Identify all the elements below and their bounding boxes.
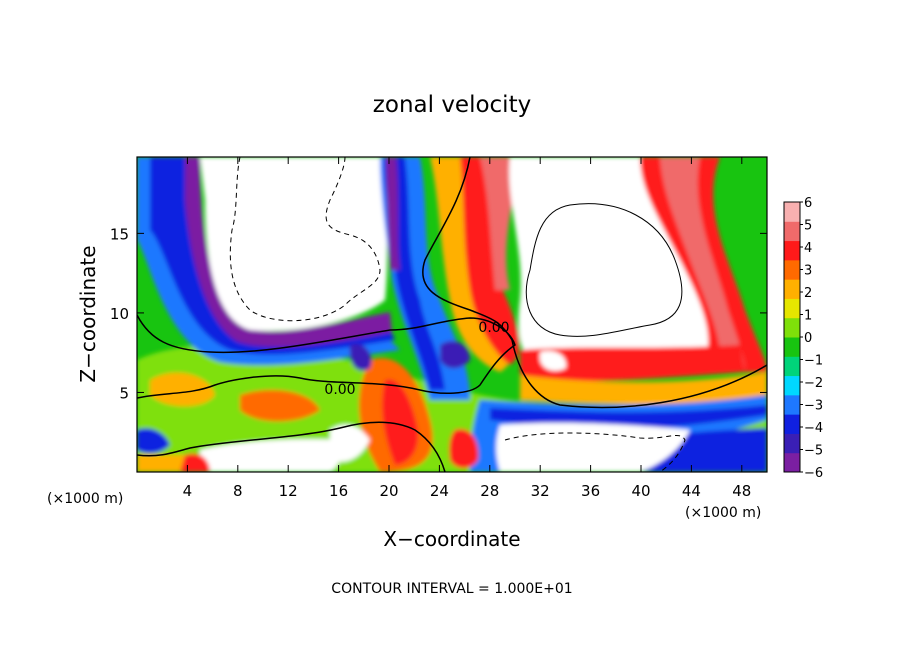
contour-lines	[137, 157, 767, 472]
plot-frame	[136, 156, 768, 473]
colorbar-swatch	[784, 375, 800, 396]
colorbar-swatch	[784, 259, 800, 280]
colorbar-swatch	[784, 317, 800, 338]
x-axis: 4 8 12 16 20 24 28 32 36 40 44 48	[183, 157, 751, 500]
x-tick-label: 44	[682, 482, 701, 500]
colorbar-tick-label: 1	[804, 309, 812, 324]
y-axis-label: Z−coordinate	[76, 245, 100, 382]
positive-contour-right	[525, 203, 683, 337]
y-tick-label: 10	[110, 305, 129, 323]
colorbar-tick-label: −1	[804, 354, 823, 369]
heatmap-field	[137, 157, 767, 472]
colorbar-swatch	[784, 452, 800, 473]
x-tick-label: 40	[631, 482, 650, 500]
colorbar-tick-label: −3	[804, 399, 823, 414]
colorbar-swatch	[784, 279, 800, 299]
x-tick-label: 48	[732, 482, 751, 500]
colorbar-swatch	[784, 337, 800, 357]
contour-label: 0.00	[324, 382, 355, 398]
y-axis: 5 10 15	[110, 225, 767, 402]
colorbar-tick-label: −2	[804, 376, 823, 391]
zero-contour	[137, 314, 516, 399]
x-tick-label: 16	[329, 482, 348, 500]
colorbar-swatch	[784, 240, 800, 261]
zero-contour-right	[422, 157, 767, 409]
colorbar-tick-label: 4	[804, 241, 812, 256]
colorbar-tick-label: −4	[804, 421, 823, 436]
colorbar-swatch	[784, 221, 800, 242]
colorbar-swatch	[784, 298, 800, 319]
x-tick-label: 28	[480, 482, 499, 500]
colorbar-swatch	[784, 394, 800, 415]
colorbar-tick-label: 2	[804, 286, 812, 301]
x-tick-label: 4	[183, 482, 193, 500]
y-tick-label: 15	[110, 225, 129, 243]
colorbar-swatch	[784, 433, 800, 454]
x-tick-label: 32	[531, 482, 550, 500]
colorbar-swatch	[784, 356, 800, 377]
colorbar-tick-label: −6	[804, 466, 823, 481]
chart-title: zonal velocity	[373, 92, 531, 118]
x-tick-label: 24	[430, 482, 449, 500]
y-tick-label: 5	[119, 384, 129, 402]
zero-contour-lower	[137, 421, 446, 472]
colorbar-tick-label: 5	[804, 219, 812, 234]
x-unit-left: (×1000 m)	[47, 491, 123, 507]
colorbar-tick-label: −5	[804, 444, 823, 459]
x-unit-right: (×1000 m)	[685, 505, 761, 521]
colorbar-tick-label: 0	[804, 331, 812, 346]
colorbar-tick-label: 3	[804, 264, 812, 279]
x-tick-label: 12	[279, 482, 298, 500]
contour-labels: 0.00 0.00	[324, 320, 509, 398]
colorbar-swatch	[784, 414, 800, 434]
colorbar-tick-label: 6	[804, 196, 812, 211]
x-axis-label: X−coordinate	[383, 527, 520, 551]
contour-label: 0.00	[478, 320, 509, 336]
x-tick-label: 20	[379, 482, 398, 500]
contour-interval-note: CONTOUR INTERVAL = 1.000E+01	[331, 581, 572, 597]
x-tick-label: 36	[581, 482, 600, 500]
negative-contour-lower	[504, 432, 686, 472]
colorbar-swatch	[784, 202, 800, 222]
colorbar: 6 5 4 3 2 1 0 −1 −2 −3 −4 −5 −6	[783, 196, 823, 481]
x-tick-label: 8	[233, 482, 243, 500]
